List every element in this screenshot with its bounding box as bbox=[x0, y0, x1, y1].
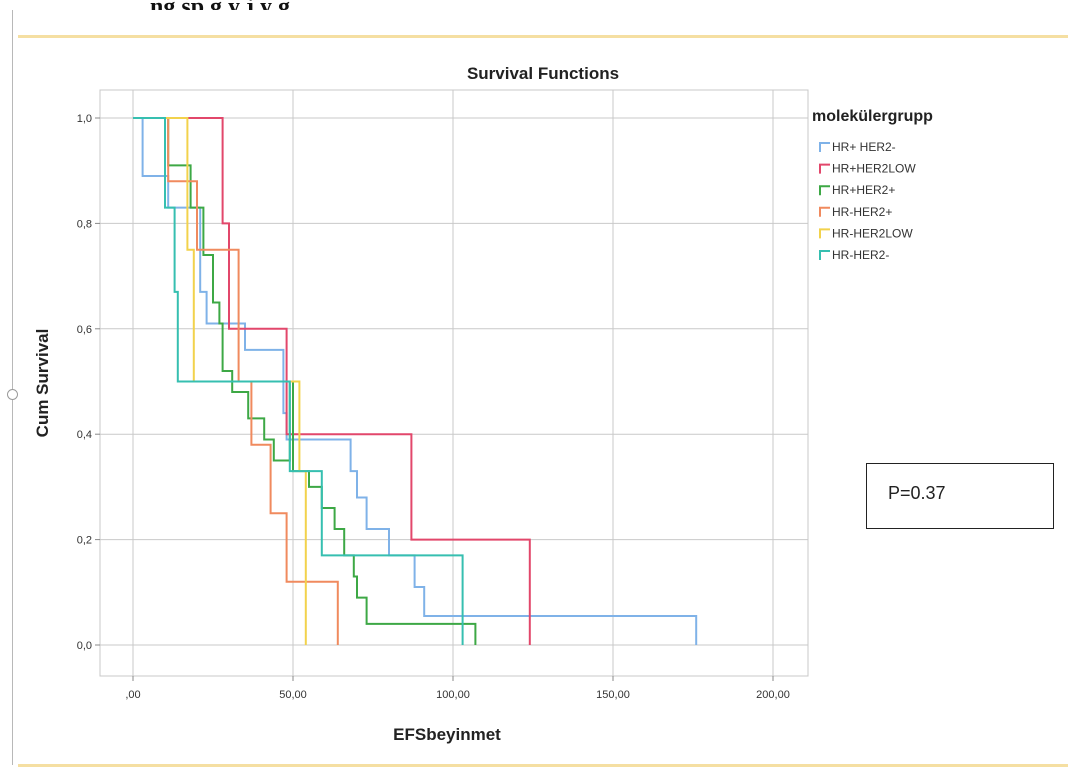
p-value-text: P=0.37 bbox=[888, 483, 946, 503]
survival-curves bbox=[133, 117, 698, 645]
left-border-rule bbox=[12, 10, 13, 765]
series-line-6 bbox=[133, 117, 464, 645]
resize-handle[interactable] bbox=[7, 389, 18, 400]
y-axis-ticks: 0,0 0,2 0,4 0,6 0,8 1,0 bbox=[77, 113, 100, 652]
legend-label-4: HR-HER2+ bbox=[832, 205, 892, 219]
x-tick-label: ,00 bbox=[125, 689, 140, 701]
plot-area bbox=[99, 89, 809, 677]
legend-swatch-6 bbox=[819, 250, 830, 260]
x-axis-label: EFSbeyinmet bbox=[393, 725, 501, 744]
legend-label-6: HR-HER2- bbox=[832, 248, 889, 262]
y-tick-label: 1,0 bbox=[77, 113, 92, 125]
chart-frame bbox=[18, 35, 1068, 767]
x-tick-label: 50,00 bbox=[279, 689, 307, 701]
legend-swatch-1 bbox=[819, 142, 830, 152]
series-line-2 bbox=[133, 117, 531, 645]
y-tick-label: 0,8 bbox=[77, 218, 92, 230]
x-axis-ticks: ,00 50,00 100,00 150,00 200,00 bbox=[125, 676, 790, 701]
p-value-box: P=0.37 bbox=[866, 463, 1054, 529]
x-tick-label: 100,00 bbox=[436, 689, 470, 701]
chart-title: Survival Functions bbox=[467, 64, 619, 83]
legend-swatch-3 bbox=[819, 185, 830, 196]
legend: HR+ HER2- HR+HER2LOW HR+HER2+ HR-HER2+ HR-HE… bbox=[819, 140, 916, 262]
header-text: ng sp g y j y g bbox=[150, 0, 290, 10]
y-tick-label: 0,0 bbox=[77, 640, 92, 652]
legend-label-3: HR+HER2+ bbox=[832, 183, 895, 197]
x-tick-label: 200,00 bbox=[756, 689, 790, 701]
legend-swatch-4 bbox=[819, 206, 830, 217]
cropped-header-text: ng sp g y j y g bbox=[150, 0, 290, 10]
legend-title: molekülergrupp bbox=[812, 108, 933, 125]
legend-label-2: HR+HER2LOW bbox=[832, 162, 916, 176]
y-tick-label: 0,2 bbox=[77, 535, 92, 547]
y-tick-label: 0,4 bbox=[77, 429, 92, 441]
legend-label-5: HR-HER2LOW bbox=[832, 226, 913, 240]
grid-lines bbox=[100, 90, 808, 676]
legend-label-1: HR+ HER2- bbox=[832, 140, 896, 154]
y-axis-label: Cum Survival bbox=[33, 329, 52, 438]
legend-swatch-2 bbox=[819, 163, 830, 174]
y-tick-label: 0,6 bbox=[77, 324, 92, 336]
legend-swatch-5 bbox=[819, 228, 830, 239]
x-tick-label: 150,00 bbox=[596, 689, 630, 701]
